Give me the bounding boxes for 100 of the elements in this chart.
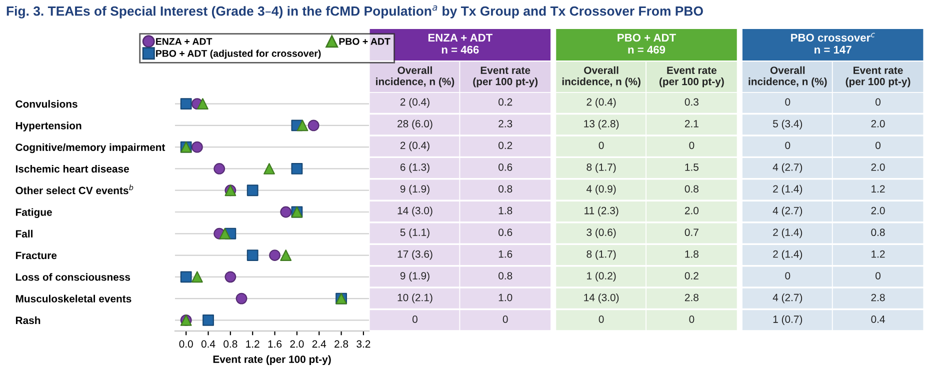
text: 10 (2.1) bbox=[398, 294, 432, 304]
legend-label: PBO + ADT (adjusted for crossover) bbox=[156, 50, 321, 59]
text: 2.0 bbox=[871, 120, 885, 128]
y-tick-label: Convulsions bbox=[16, 100, 78, 108]
point bbox=[280, 250, 292, 261]
text: 1.8 bbox=[498, 206, 512, 214]
text: 14 (3.0) bbox=[398, 206, 432, 216]
text: 0 bbox=[785, 272, 790, 280]
text: 2.0 bbox=[684, 206, 699, 214]
text: 8 (1.7) bbox=[586, 250, 616, 260]
text: 1.6 bbox=[498, 250, 512, 258]
y-tick-label: Other select CV events$^{b}$ bbox=[16, 184, 134, 194]
point bbox=[180, 98, 192, 110]
text: 1 (0.7) bbox=[773, 315, 802, 325]
point bbox=[214, 163, 226, 174]
category-label: Overall incidence, n (%) bbox=[376, 66, 454, 88]
chart-title: Fig. 3. TEAEs of Special Interest (Grade 3–4) in the fCMD Population$^{a}$ by Tx Group and Tx Crossover From PBO bbox=[6, 5, 703, 18]
text: 0 bbox=[502, 316, 508, 323]
text: 0.2 bbox=[684, 272, 698, 280]
text: 1.2 bbox=[872, 185, 885, 192]
text: 2.3 bbox=[498, 120, 512, 128]
x-axis-title: Event rate (per 100 pt-y) bbox=[213, 355, 331, 366]
y-tick-label: Cognitive/memory impairment bbox=[16, 143, 166, 154]
point bbox=[246, 184, 258, 196]
x-tick-label: 2.8 bbox=[334, 340, 348, 348]
legend-label: PBO + ADT bbox=[339, 38, 390, 45]
text: 0.8 bbox=[498, 185, 512, 193]
text: 0 bbox=[598, 142, 604, 150]
category-label: Event rate (per 100 pt-y) bbox=[473, 66, 538, 88]
text: 0.8 bbox=[498, 272, 512, 280]
x-tick-label: 1.2 bbox=[246, 340, 260, 348]
text: 0 bbox=[876, 272, 881, 280]
y-tick-label: Musculoskeletal events bbox=[16, 294, 132, 302]
text: 0.8 bbox=[684, 185, 698, 193]
point bbox=[280, 206, 292, 218]
text: 0.2 bbox=[498, 98, 512, 106]
text: 4 (2.7) bbox=[772, 294, 802, 304]
text: 0.6 bbox=[498, 228, 512, 236]
text: 2.0 bbox=[871, 206, 885, 214]
text: PBO crossover$^{c}$ n = 147 bbox=[791, 32, 875, 54]
point bbox=[308, 120, 320, 132]
text: 2.0 bbox=[871, 163, 885, 171]
text: 5 (3.4) bbox=[773, 120, 802, 130]
category-label: Event rate (per 100 pt-y) bbox=[660, 66, 724, 88]
point bbox=[224, 271, 236, 283]
text: 4 (0.9) bbox=[586, 184, 616, 195]
text: 0 bbox=[876, 142, 881, 150]
y-tick-label: Fracture bbox=[16, 252, 57, 260]
point bbox=[269, 250, 280, 261]
x-tick-label: 0.8 bbox=[224, 340, 238, 348]
text: 17 (3.6) bbox=[398, 250, 432, 260]
text: 1.8 bbox=[685, 250, 698, 258]
text: ENZA + ADT n = 466 bbox=[428, 34, 493, 54]
x-tick-label: 3.2 bbox=[356, 340, 370, 348]
text: 2.8 bbox=[871, 294, 885, 302]
point bbox=[296, 120, 308, 132]
y-tick-label: Fatigue bbox=[16, 208, 52, 218]
point bbox=[202, 314, 214, 326]
text: 0 bbox=[785, 98, 790, 106]
text: 0 bbox=[689, 142, 694, 150]
text: 8 (1.7) bbox=[586, 163, 616, 173]
category-label: Event rate (per 100 pt-y) bbox=[846, 66, 910, 88]
point bbox=[291, 163, 303, 174]
text: 2 (1.4) bbox=[773, 184, 802, 195]
text: 0 bbox=[412, 316, 418, 323]
text: 9 (1.9) bbox=[400, 272, 430, 282]
y-tick-label: Rash bbox=[16, 316, 40, 324]
text: 2.1 bbox=[684, 120, 698, 128]
text: 0 bbox=[598, 316, 604, 323]
text: 1 (0.2) bbox=[587, 272, 616, 282]
point bbox=[191, 271, 203, 283]
x-tick-label: 0.0 bbox=[179, 340, 193, 348]
x-tick-label: 0.4 bbox=[201, 340, 216, 348]
y-tick-label: Hypertension bbox=[16, 122, 82, 132]
point bbox=[219, 228, 231, 240]
point bbox=[180, 271, 192, 283]
text: 0.4 bbox=[871, 316, 885, 323]
legend-label: ENZA + ADT bbox=[156, 38, 212, 45]
text: 0.8 bbox=[871, 228, 885, 236]
x-tick-label: 2.4 bbox=[312, 340, 326, 348]
y-tick-label: Loss of consciousness bbox=[16, 273, 130, 281]
text: 2.8 bbox=[684, 294, 698, 302]
text: 11 (2.3) bbox=[584, 206, 618, 216]
point bbox=[191, 141, 203, 153]
text: 13 (2.8) bbox=[584, 120, 619, 130]
text: 1.2 bbox=[872, 250, 885, 258]
text: 2 (1.4) bbox=[773, 228, 802, 238]
text: 0 bbox=[689, 316, 694, 323]
text: 0.6 bbox=[498, 163, 512, 171]
text: 1.5 bbox=[685, 164, 698, 171]
x-tick-label: 2.0 bbox=[290, 340, 304, 348]
text: PBO + ADT n = 469 bbox=[618, 34, 676, 54]
text: 0.2 bbox=[498, 142, 512, 150]
y-tick-label: Ischemic heart disease bbox=[16, 164, 129, 173]
text: 2 (0.4) bbox=[400, 98, 430, 108]
text: 3 (0.6) bbox=[586, 228, 616, 238]
point bbox=[197, 98, 208, 110]
text: 4 (2.7) bbox=[772, 163, 802, 173]
text: 9 (1.9) bbox=[400, 184, 430, 195]
category-label: Overall incidence, n (%) bbox=[562, 66, 640, 88]
